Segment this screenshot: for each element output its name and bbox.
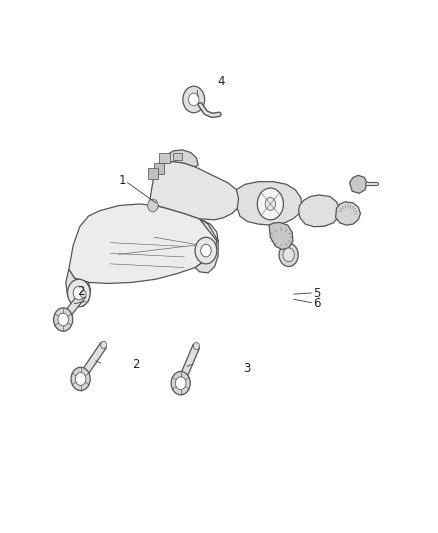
Circle shape <box>194 342 199 350</box>
Circle shape <box>71 367 90 391</box>
Text: 3: 3 <box>244 362 251 375</box>
Circle shape <box>283 248 294 262</box>
Circle shape <box>67 279 90 307</box>
Circle shape <box>73 286 85 300</box>
Polygon shape <box>61 291 86 322</box>
Circle shape <box>257 188 283 220</box>
Circle shape <box>279 243 298 266</box>
Circle shape <box>101 341 106 349</box>
Polygon shape <box>299 195 340 227</box>
Circle shape <box>195 237 217 264</box>
Circle shape <box>53 308 73 331</box>
Polygon shape <box>78 342 106 382</box>
Polygon shape <box>195 219 218 273</box>
Polygon shape <box>162 150 198 167</box>
Circle shape <box>80 290 86 297</box>
Polygon shape <box>149 161 240 220</box>
Text: 1: 1 <box>119 174 126 187</box>
Polygon shape <box>237 182 302 225</box>
Circle shape <box>176 377 186 390</box>
Polygon shape <box>269 222 293 249</box>
Bar <box>173 152 183 160</box>
Text: 6: 6 <box>313 296 320 310</box>
Circle shape <box>201 244 211 257</box>
Circle shape <box>183 86 205 113</box>
Text: 5: 5 <box>313 287 320 300</box>
Polygon shape <box>66 269 91 306</box>
Circle shape <box>148 199 158 212</box>
Text: 2: 2 <box>77 285 85 298</box>
Circle shape <box>171 372 190 395</box>
Polygon shape <box>350 175 367 193</box>
Circle shape <box>58 313 68 326</box>
Circle shape <box>265 198 276 211</box>
Circle shape <box>188 93 199 106</box>
Bar <box>159 152 170 163</box>
Polygon shape <box>177 344 199 385</box>
Text: 2: 2 <box>133 358 140 371</box>
Bar <box>148 168 158 179</box>
Polygon shape <box>69 204 218 284</box>
Text: 4: 4 <box>217 76 225 88</box>
Circle shape <box>75 373 86 385</box>
Bar <box>154 163 164 174</box>
Polygon shape <box>336 202 360 225</box>
